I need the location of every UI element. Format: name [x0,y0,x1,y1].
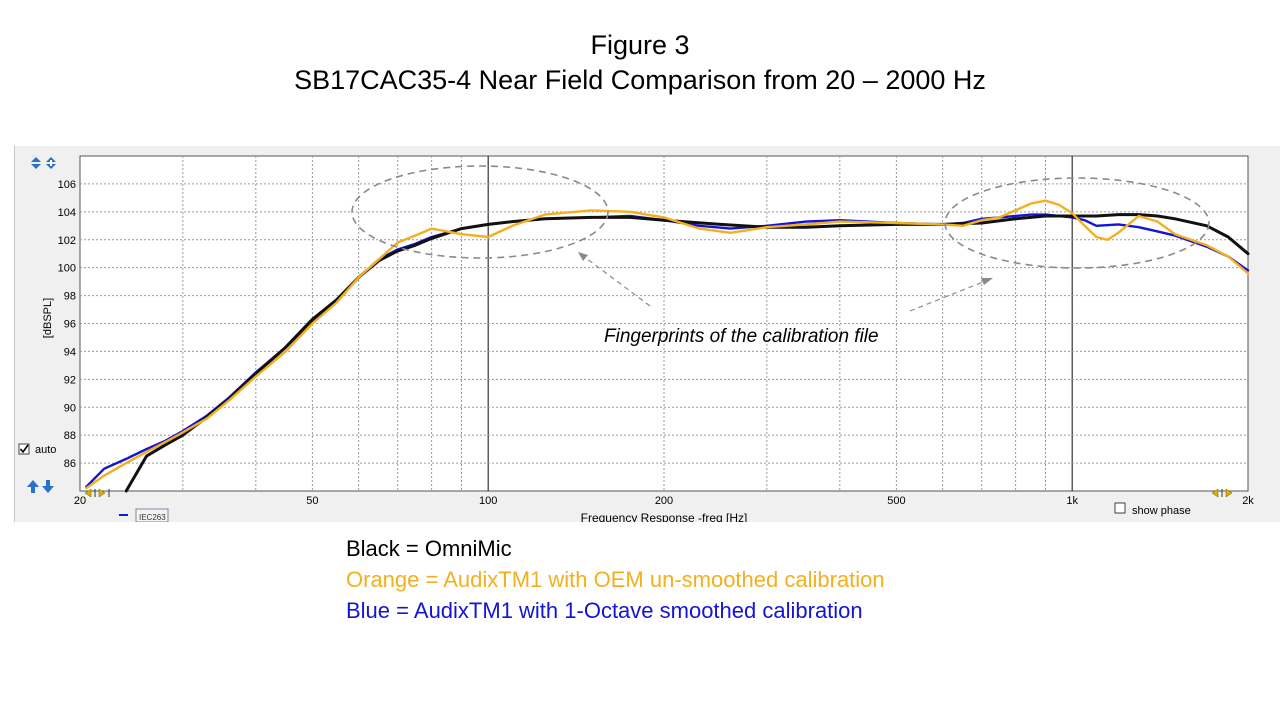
zoom-y-in-icon[interactable] [31,155,41,169]
x-tick-label: 200 [655,495,673,507]
y-tick-labels: 86 88 90 92 94 96 98 100 102 104 106 [58,179,76,470]
scroll-x-left-icon[interactable] [84,488,110,498]
series-lines [85,199,1250,493]
y-tick-label: 92 [64,374,76,386]
y-tick-label: 104 [58,207,76,219]
zoom-y-out-icon[interactable] [46,157,56,169]
legend-orange: Orange = AudixTM1 with OEM un-smoothed c… [346,567,885,592]
show-phase-label: show phase [1132,505,1191,517]
x-tick-label: 500 [887,495,905,507]
y-tick-label: 96 [64,319,76,331]
y-tick-label: 88 [64,430,76,442]
x-axis-label: Frequency Response -freq [Hz] [581,511,748,522]
annotation-arrow-right [909,277,994,312]
series-line-orange [85,199,1250,490]
x-tick-label: 2k [1242,495,1254,507]
annotation-ellipse-low [351,165,609,259]
legend-blue: Blue = AudixTM1 with 1-Octave smoothed c… [346,598,863,623]
frequency-response-chart: auto [dBSPL] 86889092949698100102104106 … [18,155,1254,522]
tag-box[interactable] [135,508,169,522]
x-tick-label: 20 [74,495,86,507]
y-axis-label: [dBSPL] [42,298,54,338]
y-tick-label: 98 [64,291,76,303]
annotation-arrowhead-right [981,278,993,285]
figure-subtitle: SB17CAC35-4 Near Field Comparison from 2… [294,65,986,95]
auto-checkbox[interactable] [18,443,30,455]
legend-black: Black = OmniMic [346,536,512,561]
show-phase-checkbox[interactable] [1114,502,1126,514]
scroll-y-down-icon[interactable] [42,480,54,493]
tag-label: IEC263 [139,513,166,522]
figure-title: Figure 3 SB17CAC35-4 Near Field Comparis… [0,28,1280,98]
auto-label: auto [35,444,56,456]
annotation-text: Fingerprints of the calibration file [604,326,879,347]
x-tick-label: 50 [306,495,318,507]
x-tick-label: 100 [479,495,497,507]
y-tick-label: 94 [64,346,76,358]
annotation-group: Fingerprints of the calibration file [351,165,1210,347]
figure-number: Figure 3 [590,30,690,60]
scroll-y-up-icon[interactable] [27,480,39,493]
series-line-black [124,213,1250,493]
y-tick-label: 106 [58,179,76,191]
y-tick-label: 102 [58,235,76,247]
annotation-arrow-left [577,251,651,307]
y-tick-label: 90 [64,402,76,414]
scroll-x-right-icon[interactable] [1211,488,1233,498]
x-tick-label: 1k [1066,495,1078,507]
annotation-arrowhead-left [578,252,588,261]
annotation-ellipse-high [944,177,1210,269]
legend: Black = OmniMic Orange = AudixTM1 with O… [346,533,885,626]
y-tick-label: 100 [58,263,76,275]
frequency-response-panel: auto [dBSPL] 86 88 90 92 94 96 98 100 102 104 106 … [14,146,1280,522]
y-tick-label: 86 [64,458,76,470]
x-tick-labels: 20 50 100 200 500 1k 2k [74,495,1254,507]
grid-lines [80,156,1248,491]
